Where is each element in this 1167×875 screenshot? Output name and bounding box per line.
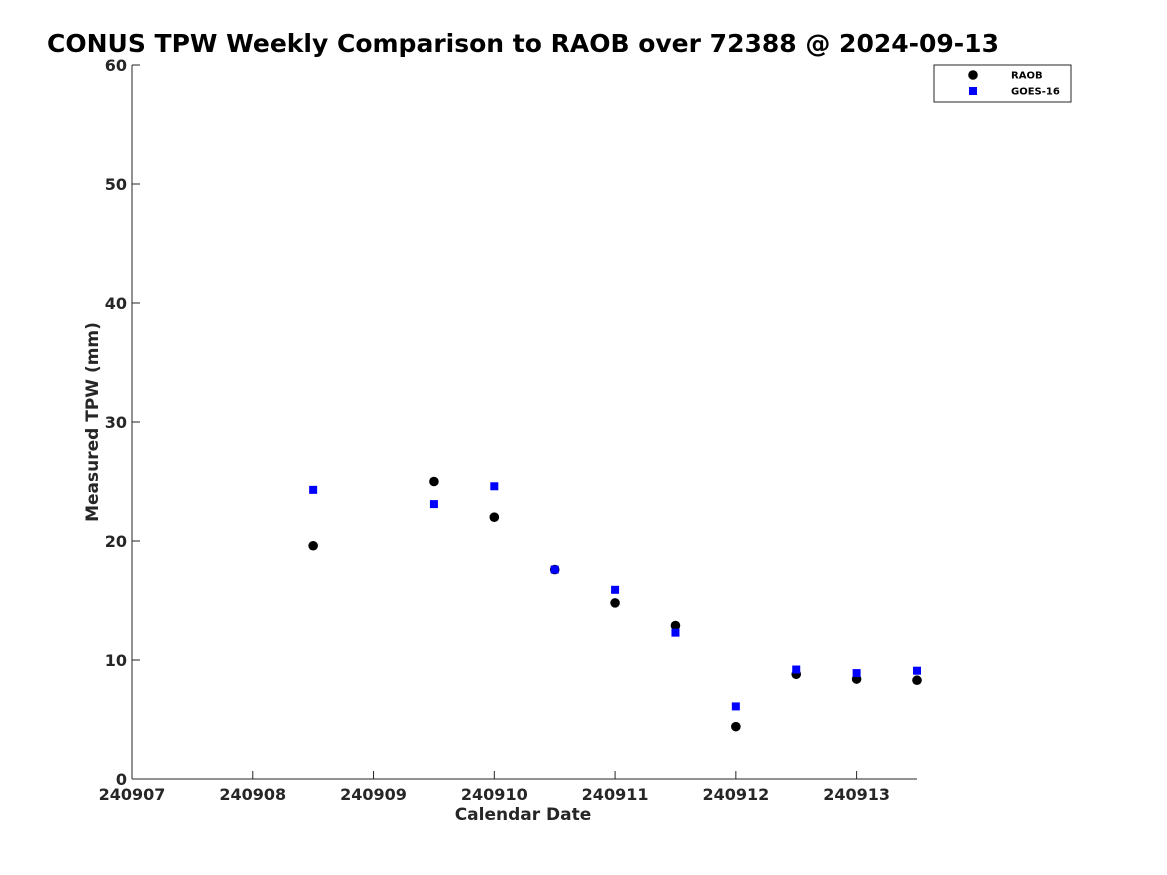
goes-16-point — [611, 585, 620, 594]
x-tick-label: 240912 — [702, 785, 769, 804]
y-tick-label: 40 — [105, 294, 127, 313]
goes-16-point — [490, 482, 499, 491]
legend: RAOB GOES-16 — [933, 64, 1072, 103]
raob-point — [731, 721, 741, 732]
x-tick-label: 240910 — [461, 785, 528, 804]
raob-point — [429, 476, 439, 487]
y-axis-label: Measured TPW (mm) — [83, 322, 103, 522]
y-axis-ticks: 0 10 20 30 40 50 60 — [105, 56, 140, 789]
y-tick-label: 20 — [105, 532, 127, 551]
y-tick-label: 10 — [105, 651, 127, 670]
y-tick-label: 0 — [116, 770, 127, 789]
x-tick-label: 240907 — [99, 785, 166, 804]
chart-title: CONUS TPW Weekly Comparison to RAOB over… — [47, 29, 999, 58]
raob-point — [610, 598, 620, 608]
raob-point — [670, 620, 681, 631]
x-tick-label: 240913 — [823, 785, 890, 804]
y-tick-label: 50 — [105, 175, 127, 194]
goes-16-point — [671, 628, 680, 637]
goes-16-point — [309, 485, 318, 494]
x-tick-label: 240908 — [219, 785, 286, 804]
legend-label-raob: RAOB — [1011, 71, 1043, 82]
x-axis-ticks: 240907 240908 240909 240910 240911 240912 2409… — [99, 771, 890, 804]
goes-16-point — [792, 665, 801, 674]
x-tick-label: 240909 — [340, 785, 407, 804]
raob-point — [489, 512, 500, 522]
raob-point — [308, 540, 318, 551]
goes-16-point — [731, 702, 740, 711]
y-tick-label: 60 — [105, 56, 127, 75]
legend-label-goes-16: GOES-16 — [1011, 87, 1060, 98]
legend-marker-raob — [968, 70, 978, 80]
y-tick-label: 30 — [105, 413, 127, 432]
raob-point — [912, 675, 922, 686]
goes-16-point — [429, 500, 438, 509]
data-points — [308, 476, 922, 732]
x-axis-label: Calendar Date — [455, 805, 592, 825]
goes-16-point — [550, 565, 559, 574]
legend-marker-goes-16 — [969, 87, 977, 95]
legend-box — [933, 64, 1072, 103]
x-tick-label: 240911 — [582, 785, 649, 804]
goes-16-point — [913, 666, 921, 675]
goes-16-point — [852, 669, 861, 678]
